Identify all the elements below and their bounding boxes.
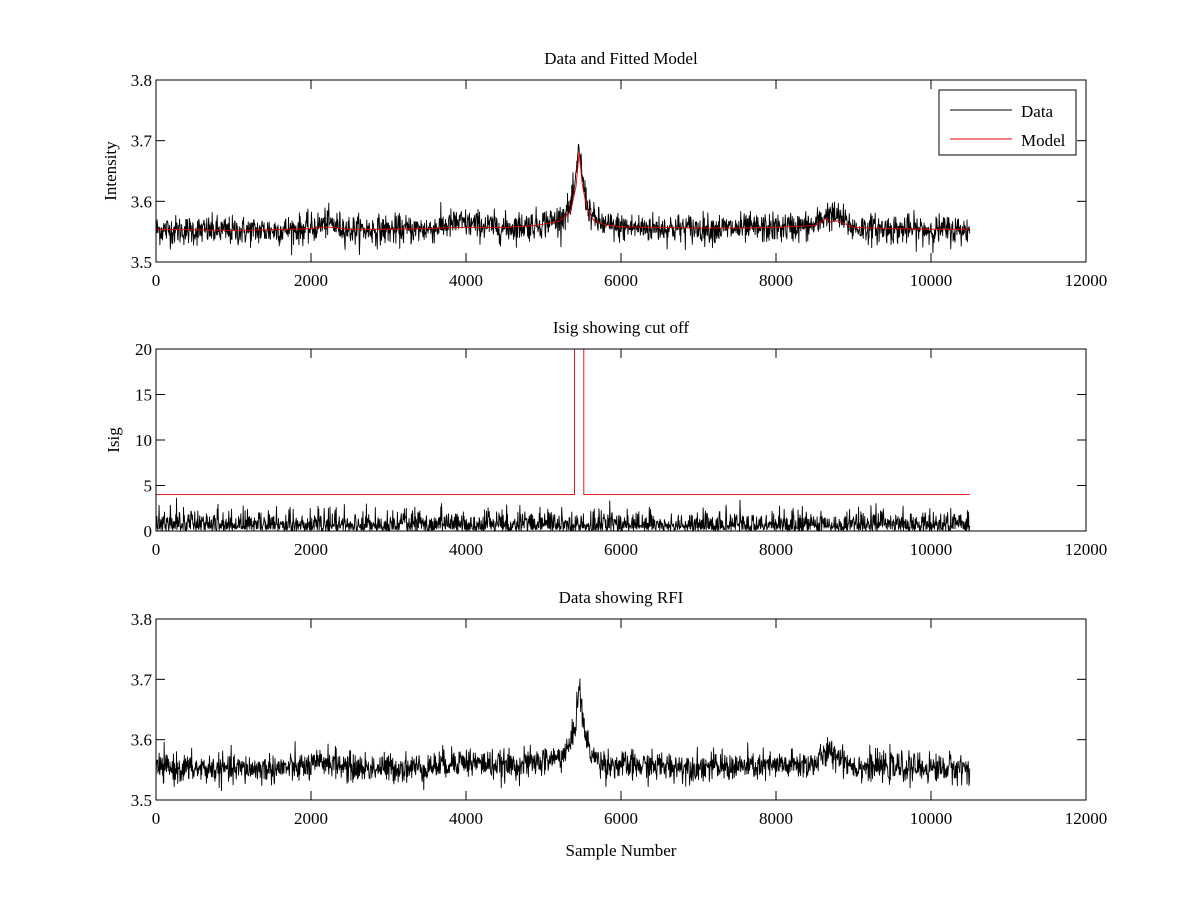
plot-area: [156, 143, 971, 256]
x-tick-label: 0: [152, 809, 161, 828]
y-axis-label: Intensity: [101, 141, 120, 201]
x-tick-label: 8000: [759, 809, 793, 828]
x-tick-label: 8000: [759, 540, 793, 559]
series-signal-line: [156, 678, 971, 792]
y-tick-label: 3.8: [131, 71, 152, 90]
legend-label-data: Data: [1021, 102, 1054, 121]
series-signal-line: [156, 497, 971, 531]
y-tick-label: 3.6: [131, 731, 152, 750]
axis-ticks: 0 2000 4000 6000 8000 10000 12000 3.5 3.6 3.7 3.8: [131, 610, 1108, 828]
axis-ticks: 0 2000 4000 6000 8000 10000 12000 0 5 10 15 20: [135, 340, 1107, 559]
chart-title: Data and Fitted Model: [544, 49, 698, 68]
series-cutoff-line: [156, 349, 970, 496]
x-axis-label: Sample Number: [566, 841, 677, 860]
x-tick-label: 6000: [604, 271, 638, 290]
y-tick-label: 3.7: [131, 132, 153, 151]
axis-ticks: 0 2000 4000 6000 8000 10000 12000 3.5 3.6 3.7 3.8: [131, 71, 1108, 290]
legend-label-model: Model: [1021, 131, 1066, 150]
y-tick-label: 10: [135, 431, 152, 450]
x-tick-label: 4000: [449, 271, 483, 290]
x-tick-label: 0: [152, 271, 161, 290]
y-tick-label: 3.5: [131, 253, 152, 272]
y-tick-label: 5: [144, 477, 153, 496]
legend-box: [938, 89, 1077, 156]
y-axis-label: Isig: [104, 427, 123, 453]
x-tick-label: 12000: [1065, 809, 1108, 828]
x-tick-label: 12000: [1065, 271, 1108, 290]
chart-title: Data showing RFI: [559, 588, 684, 607]
x-tick-label: 10000: [910, 540, 953, 559]
plot-area: [156, 349, 971, 531]
plot-area: [156, 678, 971, 792]
x-tick-label: 6000: [604, 809, 638, 828]
x-tick-label: 0: [152, 540, 161, 559]
x-tick-label: 2000: [294, 809, 328, 828]
panel-isig-cut-off: Isig showing cut off Isig 0 2000 4000 6000 8…: [104, 318, 1107, 559]
x-tick-label: 8000: [759, 271, 793, 290]
panel-data-showing-rfi: Data showing RFI Sample Number 0 2000 4000…: [131, 588, 1108, 860]
x-tick-label: 2000: [294, 540, 328, 559]
series-data-line: [156, 143, 971, 256]
chart-title: Isig showing cut off: [553, 318, 689, 337]
series-model-line: [156, 152, 970, 231]
y-tick-label: 3.7: [131, 670, 153, 689]
panel-data-and-fitted-model: Data and Fitted Model Intensity 0 2000 400…: [101, 49, 1107, 290]
axes-box: [155, 79, 1087, 263]
y-tick-label: 3.8: [131, 610, 152, 629]
x-tick-label: 6000: [604, 540, 638, 559]
x-tick-label: 2000: [294, 271, 328, 290]
y-tick-label: 15: [135, 386, 152, 405]
axes-box: [155, 348, 1087, 532]
x-tick-label: 4000: [449, 540, 483, 559]
y-tick-label: 3.6: [131, 192, 152, 211]
y-tick-label: 0: [144, 522, 153, 541]
x-tick-label: 10000: [910, 809, 953, 828]
x-tick-label: 10000: [910, 271, 953, 290]
y-tick-label: 20: [135, 340, 152, 359]
axes-box: [155, 618, 1087, 801]
x-tick-label: 4000: [449, 809, 483, 828]
legend: Data Model: [938, 89, 1077, 156]
y-tick-label: 3.5: [131, 791, 152, 810]
x-tick-label: 12000: [1065, 540, 1108, 559]
